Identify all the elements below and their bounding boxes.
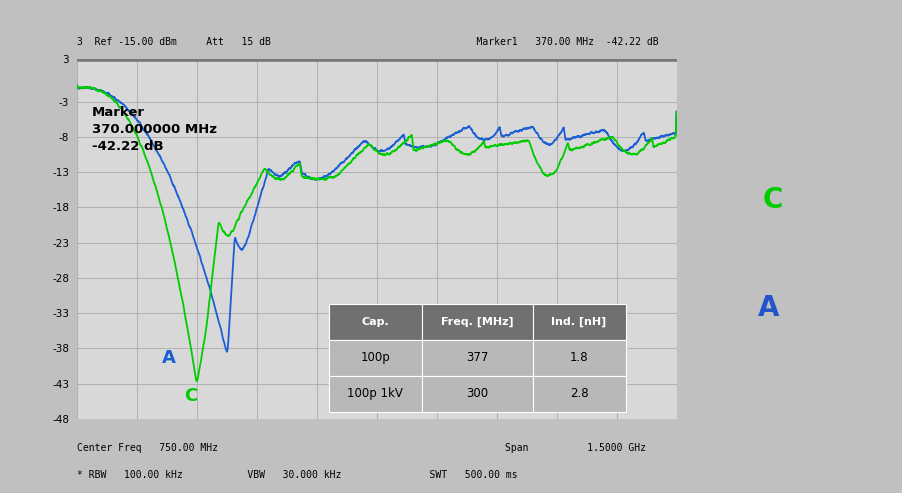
Text: 2.8: 2.8 — [570, 387, 588, 400]
Text: Center Freq   750.00 MHz: Center Freq 750.00 MHz — [77, 443, 217, 453]
Bar — [421, 304, 532, 340]
Bar — [532, 340, 625, 376]
Text: 100p 1kV: 100p 1kV — [347, 387, 403, 400]
Text: A: A — [758, 294, 779, 322]
Text: Marker
370.000000 MHz
-42.22 dB: Marker 370.000000 MHz -42.22 dB — [92, 106, 216, 153]
Text: 1.8: 1.8 — [570, 352, 588, 364]
Text: C: C — [762, 186, 783, 213]
Bar — [421, 376, 532, 412]
Text: A: A — [161, 349, 176, 367]
Text: C: C — [184, 387, 198, 405]
Text: 3  Ref -15.00 dBm     Att   15 dB                                   Marker1   37: 3 Ref -15.00 dBm Att 15 dB Marker1 37 — [77, 37, 658, 47]
Text: Span          1.5000 GHz: Span 1.5000 GHz — [505, 443, 646, 453]
Text: Freq. [MHz]: Freq. [MHz] — [441, 317, 513, 327]
Bar — [421, 340, 532, 376]
Text: Cap.: Cap. — [361, 317, 389, 327]
Text: 377: 377 — [465, 352, 488, 364]
Text: Ind. [nH]: Ind. [nH] — [551, 317, 607, 327]
Text: 100p: 100p — [360, 352, 390, 364]
Bar — [328, 304, 421, 340]
Bar — [328, 376, 421, 412]
Bar — [532, 304, 625, 340]
Bar — [328, 340, 421, 376]
Bar — [532, 376, 625, 412]
Text: * RBW   100.00 kHz           VBW   30.000 kHz               SWT   500.00 ms: * RBW 100.00 kHz VBW 30.000 kHz SWT 500.… — [77, 470, 517, 480]
Text: 300: 300 — [466, 387, 488, 400]
